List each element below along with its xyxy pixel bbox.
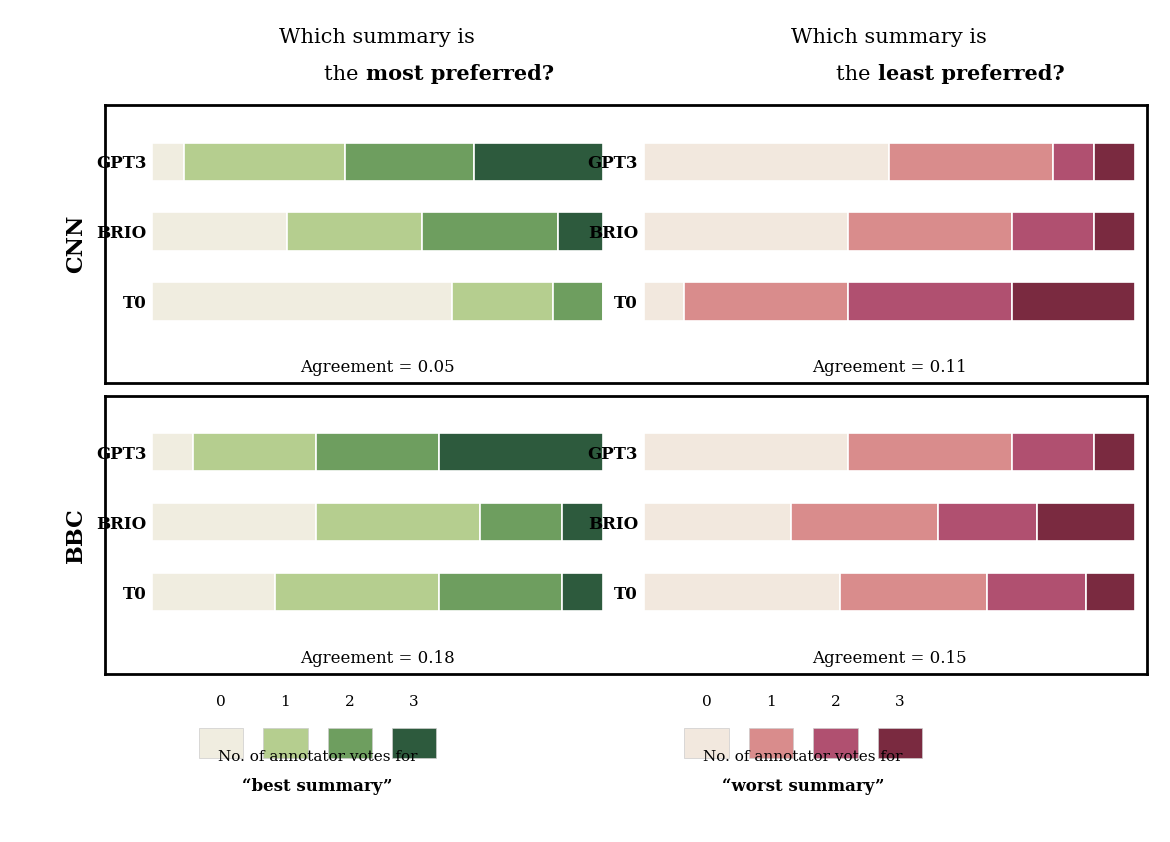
Bar bbox=[684, 282, 848, 321]
Text: 1: 1 bbox=[281, 695, 290, 709]
Bar bbox=[938, 503, 1037, 541]
Bar bbox=[1094, 212, 1135, 251]
Bar bbox=[185, 142, 345, 181]
Bar bbox=[152, 142, 185, 181]
Bar bbox=[1037, 503, 1135, 541]
Bar bbox=[1086, 573, 1135, 611]
Text: Which summary is: Which summary is bbox=[280, 29, 475, 47]
Bar bbox=[453, 282, 552, 321]
Text: Agreement = 0.11: Agreement = 0.11 bbox=[812, 360, 966, 376]
Text: the: the bbox=[837, 65, 878, 83]
Bar bbox=[848, 433, 1012, 472]
Text: most preferred?: most preferred? bbox=[365, 64, 553, 84]
Bar bbox=[644, 282, 684, 321]
Bar bbox=[1012, 282, 1135, 321]
Text: Agreement = 0.05: Agreement = 0.05 bbox=[300, 360, 455, 376]
Text: No. of annotator votes for: No. of annotator votes for bbox=[218, 750, 418, 764]
Text: the: the bbox=[324, 65, 365, 83]
Bar bbox=[439, 433, 603, 472]
Bar bbox=[987, 573, 1086, 611]
Text: 1: 1 bbox=[766, 695, 776, 709]
Text: “best summary”: “best summary” bbox=[242, 778, 393, 795]
Bar bbox=[1053, 142, 1094, 181]
Text: “worst summary”: “worst summary” bbox=[722, 778, 885, 795]
Bar bbox=[345, 142, 474, 181]
Text: CNN: CNN bbox=[66, 215, 87, 274]
Bar bbox=[1012, 212, 1094, 251]
Bar bbox=[1094, 433, 1135, 472]
Bar bbox=[889, 142, 1053, 181]
Bar bbox=[474, 142, 603, 181]
Bar bbox=[152, 503, 316, 541]
Bar bbox=[316, 503, 480, 541]
Bar bbox=[316, 433, 439, 472]
Bar bbox=[791, 503, 938, 541]
Text: No. of annotator votes for: No. of annotator votes for bbox=[703, 750, 903, 764]
Bar bbox=[1012, 433, 1094, 472]
Bar bbox=[562, 503, 603, 541]
Bar bbox=[840, 573, 987, 611]
Bar bbox=[644, 142, 889, 181]
Bar bbox=[152, 433, 193, 472]
Bar bbox=[644, 433, 848, 472]
Bar bbox=[1094, 142, 1135, 181]
Text: 3: 3 bbox=[410, 695, 419, 709]
Bar bbox=[439, 573, 562, 611]
Bar bbox=[557, 212, 603, 251]
Bar bbox=[644, 503, 791, 541]
Text: Agreement = 0.18: Agreement = 0.18 bbox=[300, 650, 455, 667]
Bar bbox=[562, 573, 603, 611]
Text: 2: 2 bbox=[831, 695, 840, 709]
Text: 2: 2 bbox=[345, 695, 355, 709]
Text: 0: 0 bbox=[216, 695, 226, 709]
Bar bbox=[480, 503, 562, 541]
Text: BBC: BBC bbox=[66, 507, 87, 562]
Text: Which summary is: Which summary is bbox=[791, 29, 987, 47]
Text: 0: 0 bbox=[702, 695, 711, 709]
Bar bbox=[152, 282, 453, 321]
Text: 3: 3 bbox=[895, 695, 904, 709]
Text: Agreement = 0.15: Agreement = 0.15 bbox=[812, 650, 966, 667]
Bar bbox=[422, 212, 557, 251]
Bar bbox=[193, 433, 316, 472]
Bar bbox=[848, 212, 1012, 251]
Bar bbox=[152, 212, 288, 251]
Bar bbox=[848, 282, 1012, 321]
Bar bbox=[152, 573, 275, 611]
Bar bbox=[552, 282, 603, 321]
Bar bbox=[288, 212, 422, 251]
Bar bbox=[275, 573, 439, 611]
Text: least preferred?: least preferred? bbox=[878, 64, 1065, 84]
Bar bbox=[644, 573, 840, 611]
Bar bbox=[644, 212, 848, 251]
